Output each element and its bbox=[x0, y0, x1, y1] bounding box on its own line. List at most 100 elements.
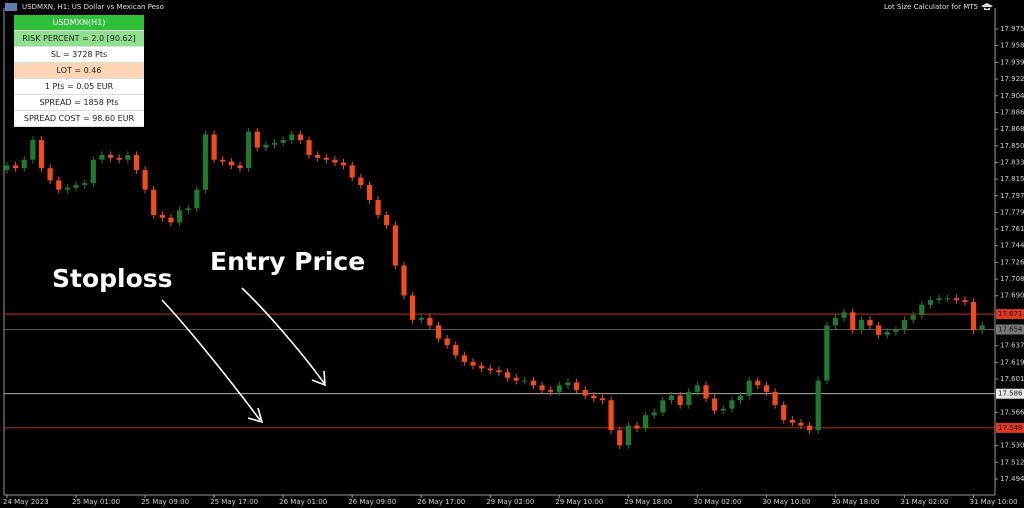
candle-body bbox=[953, 298, 959, 301]
price-label: 17.671 bbox=[998, 310, 1023, 318]
candle-body bbox=[375, 199, 381, 215]
candle-body bbox=[496, 370, 502, 373]
y-tick-label: 17.4949 bbox=[1000, 475, 1024, 483]
candle-body bbox=[99, 155, 105, 160]
candle-body bbox=[73, 184, 79, 188]
y-tick-label: 17.6373 bbox=[1000, 342, 1024, 350]
y-tick-label: 17.5305 bbox=[1000, 442, 1024, 450]
x-tick-label: 29 May 10:00 bbox=[555, 498, 603, 506]
candle-body bbox=[107, 155, 114, 158]
candle-body bbox=[703, 385, 709, 399]
candle-body bbox=[720, 408, 726, 411]
y-tick-label: 17.9043 bbox=[1000, 92, 1024, 100]
x-tick-label: 30 May 10:00 bbox=[762, 498, 810, 506]
candle-body bbox=[237, 165, 243, 169]
candle-body bbox=[772, 391, 778, 405]
candle-body bbox=[168, 217, 174, 223]
candle-body bbox=[151, 189, 157, 215]
candle-body bbox=[876, 325, 882, 335]
price-label: 17.654 bbox=[998, 326, 1023, 334]
candle-body bbox=[392, 225, 398, 266]
candle-body bbox=[712, 398, 718, 411]
y-tick-label: 17.6017 bbox=[1000, 375, 1024, 383]
candle-body bbox=[936, 298, 942, 301]
candle-body bbox=[591, 395, 597, 399]
candle-body bbox=[90, 159, 96, 184]
candle-body bbox=[979, 325, 985, 331]
panel-row: SPREAD = 1858 Pts bbox=[14, 95, 144, 111]
candle-body bbox=[306, 140, 312, 156]
y-tick-label: 17.9222 bbox=[1000, 75, 1024, 83]
y-tick-label: 17.7263 bbox=[1000, 258, 1024, 266]
candle-body bbox=[815, 380, 821, 431]
panel-row: 1 Pts = 0.05 EUR bbox=[14, 79, 144, 95]
candle-body bbox=[599, 398, 606, 401]
y-tick-label: 17.7797 bbox=[1000, 208, 1024, 216]
y-tick-label: 17.7619 bbox=[1000, 225, 1024, 233]
x-tick-label: 25 May 17:00 bbox=[210, 498, 258, 506]
indicator-name: Lot Size Calculator for MT5 bbox=[884, 3, 978, 11]
candle-body bbox=[530, 380, 537, 386]
symbol-title: USDMXN, H1: US Dollar vs Mexican Peso bbox=[22, 3, 164, 11]
price-label-box bbox=[996, 388, 1024, 399]
candle-body bbox=[582, 389, 588, 396]
candle-body bbox=[522, 380, 528, 382]
y-tick-label: 17.8153 bbox=[1000, 175, 1024, 183]
chart-icon bbox=[5, 3, 17, 11]
candle-body bbox=[573, 382, 580, 390]
candle-body bbox=[737, 395, 744, 401]
y-tick-label: 17.6907 bbox=[1000, 292, 1024, 300]
candle-body bbox=[832, 317, 839, 326]
candle-body bbox=[694, 385, 700, 392]
candle-body bbox=[643, 415, 649, 429]
candle-body bbox=[21, 159, 27, 169]
panel-row: RISK PERCENT = 2.0 [90.62] bbox=[14, 31, 144, 47]
candle-body bbox=[435, 325, 442, 339]
candle-body bbox=[47, 168, 53, 181]
candle-body bbox=[315, 155, 321, 158]
candle-body bbox=[841, 312, 847, 318]
candle-body bbox=[625, 425, 631, 446]
x-tick-label: 31 May 02:00 bbox=[901, 498, 949, 506]
candle-body bbox=[660, 400, 666, 413]
x-tick-label: 25 May 09:00 bbox=[141, 498, 189, 506]
candle-body bbox=[651, 412, 657, 416]
candle-body bbox=[746, 380, 752, 396]
candle-body bbox=[125, 155, 131, 160]
candle-body bbox=[668, 395, 675, 401]
arrow bbox=[241, 287, 326, 387]
x-tick-label: 29 May 18:00 bbox=[624, 498, 672, 506]
candle-body bbox=[806, 425, 813, 431]
candle-body bbox=[177, 210, 183, 223]
price-label-box bbox=[996, 309, 1024, 320]
panel-row: LOT = 0.46 bbox=[14, 63, 144, 79]
candle-body bbox=[185, 208, 191, 211]
candle-body bbox=[513, 377, 519, 381]
candle-body bbox=[254, 131, 260, 148]
y-tick-label: 17.8509 bbox=[1000, 142, 1024, 150]
candle-body bbox=[470, 361, 476, 366]
candle-body bbox=[919, 304, 925, 316]
annotation: Stoploss bbox=[52, 264, 173, 293]
panel-row: SL = 3728 Pts bbox=[14, 47, 144, 63]
candle-body bbox=[617, 430, 623, 446]
candle-body bbox=[13, 165, 19, 169]
candle-body bbox=[340, 162, 347, 166]
candle-body bbox=[867, 319, 873, 326]
candle-body bbox=[893, 330, 899, 332]
candle-body bbox=[798, 422, 804, 426]
candle-body bbox=[479, 365, 485, 369]
candle-body bbox=[608, 400, 614, 431]
x-tick-label: 25 May 01:00 bbox=[72, 498, 120, 506]
x-tick-label: 26 May 17:00 bbox=[417, 498, 465, 506]
candle-body bbox=[142, 170, 148, 190]
candle-body bbox=[246, 131, 252, 169]
y-tick-label: 17.9757 bbox=[1000, 25, 1024, 33]
y-tick-label: 17.8687 bbox=[1000, 125, 1024, 133]
x-tick-label: 31 May 10:00 bbox=[970, 498, 1018, 506]
plot-area: 17.9757 17.9580 17.9399 17.9222 17.9043 17.88… bbox=[3, 25, 1024, 506]
candle-body bbox=[677, 395, 683, 405]
